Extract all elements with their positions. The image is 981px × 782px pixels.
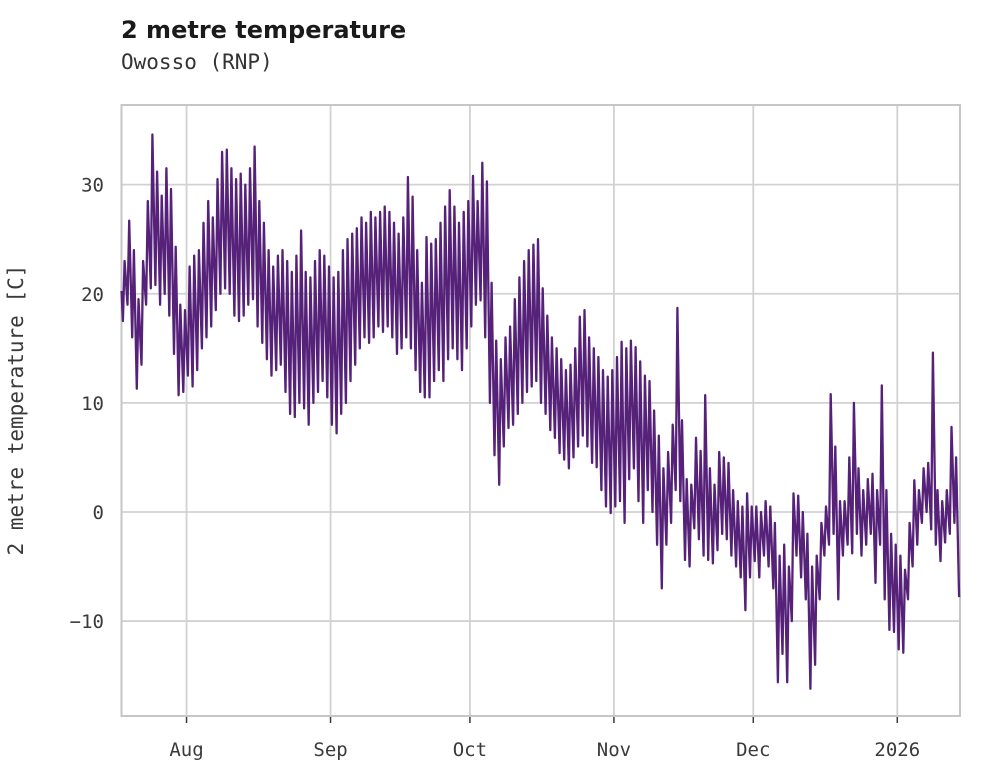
plot-frame (120, 104, 961, 717)
x-tick-label: Dec (736, 739, 770, 761)
x-tick-label: Oct (453, 739, 487, 761)
y-tick-label: 10 (81, 393, 104, 415)
y-tick-label: −10 (70, 611, 104, 633)
x-tick-label: 2026 (874, 739, 920, 761)
chart-subtitle: Owosso (RNP) (121, 50, 273, 74)
y-tick-labels: 30 20 10 0 −10 (70, 175, 104, 633)
x-tick-label: Sep (313, 739, 347, 761)
plot-border (120, 104, 961, 717)
temperature-line (120, 133, 961, 690)
x-tick-label: Nov (597, 739, 631, 761)
x-tick-label: Aug (169, 739, 203, 761)
y-tick-label: 0 (93, 502, 104, 524)
chart-title: 2 metre temperature (121, 16, 407, 44)
y-tick-label: 30 (81, 175, 104, 197)
y-tick-label: 20 (81, 284, 104, 306)
gridlines (121, 105, 960, 716)
axis-ticks (185, 717, 899, 723)
x-tick-labels: Aug Sep Oct Nov Dec 2026 (169, 739, 920, 761)
temperature-line-series (120, 133, 961, 690)
